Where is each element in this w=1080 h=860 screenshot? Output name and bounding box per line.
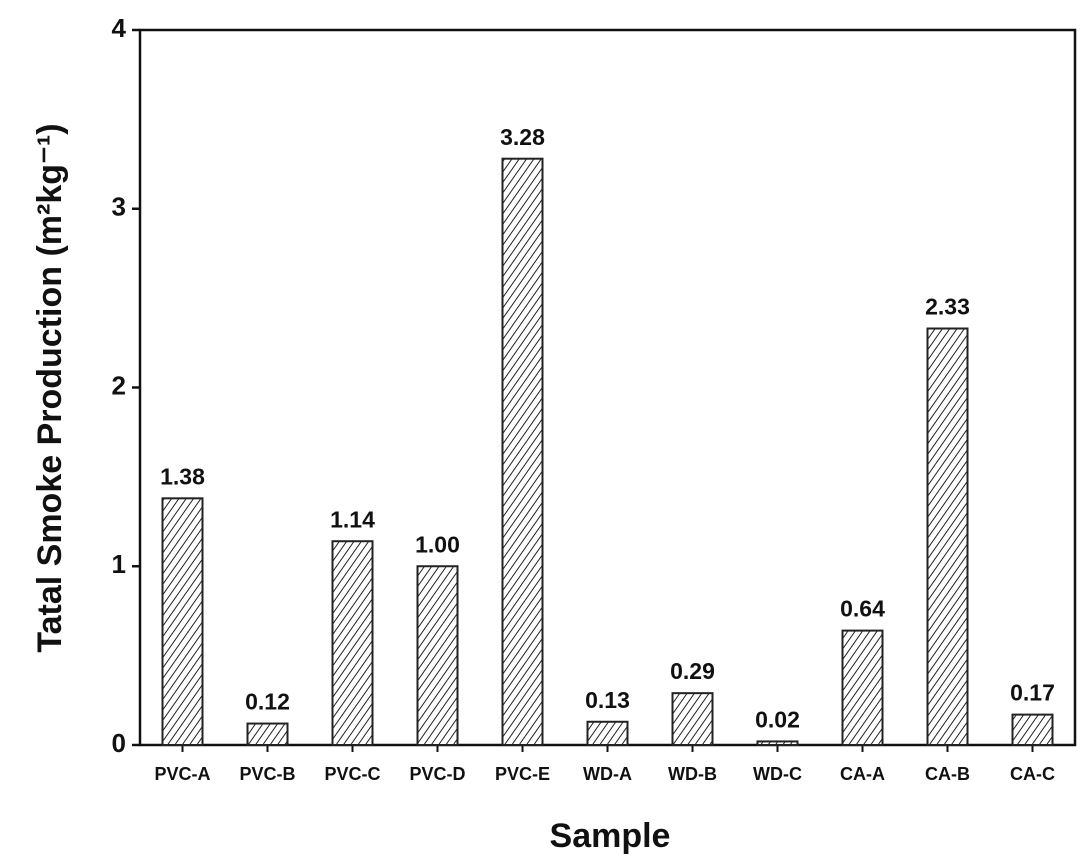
x-tick-label: CA-B <box>925 764 970 784</box>
x-tick-label: WD-A <box>583 764 632 784</box>
y-tick-label: 3 <box>112 192 126 222</box>
bar <box>161 497 204 747</box>
value-label: 0.02 <box>755 707 800 733</box>
bar <box>331 540 374 746</box>
value-label: 0.13 <box>585 687 630 713</box>
x-tick-label: PVC-C <box>324 764 380 784</box>
y-axis-label: Tatal Smoke Production (m²kg⁻¹) <box>31 123 69 652</box>
x-tick-label: PVC-D <box>409 764 465 784</box>
x-tick-label: WD-C <box>753 764 802 784</box>
value-label: 0.64 <box>840 596 885 622</box>
value-label: 2.33 <box>925 294 970 320</box>
x-tick-label: PVC-A <box>154 764 210 784</box>
x-tick-label: PVC-B <box>239 764 295 784</box>
x-tick-label: PVC-E <box>495 764 550 784</box>
value-label: 0.17 <box>1010 680 1055 706</box>
value-label: 1.00 <box>415 531 460 557</box>
value-label: 0.12 <box>245 689 290 715</box>
x-tick-label: CA-A <box>840 764 885 784</box>
y-tick-label: 0 <box>112 728 126 758</box>
value-label: 0.29 <box>670 658 715 684</box>
bar <box>926 327 969 746</box>
y-tick-label: 2 <box>112 370 126 400</box>
bar <box>671 692 714 746</box>
bar <box>586 720 629 747</box>
value-label: 3.28 <box>500 124 545 150</box>
bar <box>1011 713 1054 746</box>
x-tick-label: CA-C <box>1010 764 1055 784</box>
value-label: 1.38 <box>160 463 205 489</box>
x-axis-label: Sample <box>550 817 671 855</box>
bar <box>416 565 459 746</box>
bar <box>501 157 544 746</box>
x-tick-label: WD-B <box>668 764 717 784</box>
bar <box>841 629 884 746</box>
y-tick-label: 4 <box>112 13 127 43</box>
y-tick-label: 1 <box>112 549 126 579</box>
bar <box>756 740 799 746</box>
value-label: 1.14 <box>330 506 375 532</box>
bar <box>246 722 289 746</box>
